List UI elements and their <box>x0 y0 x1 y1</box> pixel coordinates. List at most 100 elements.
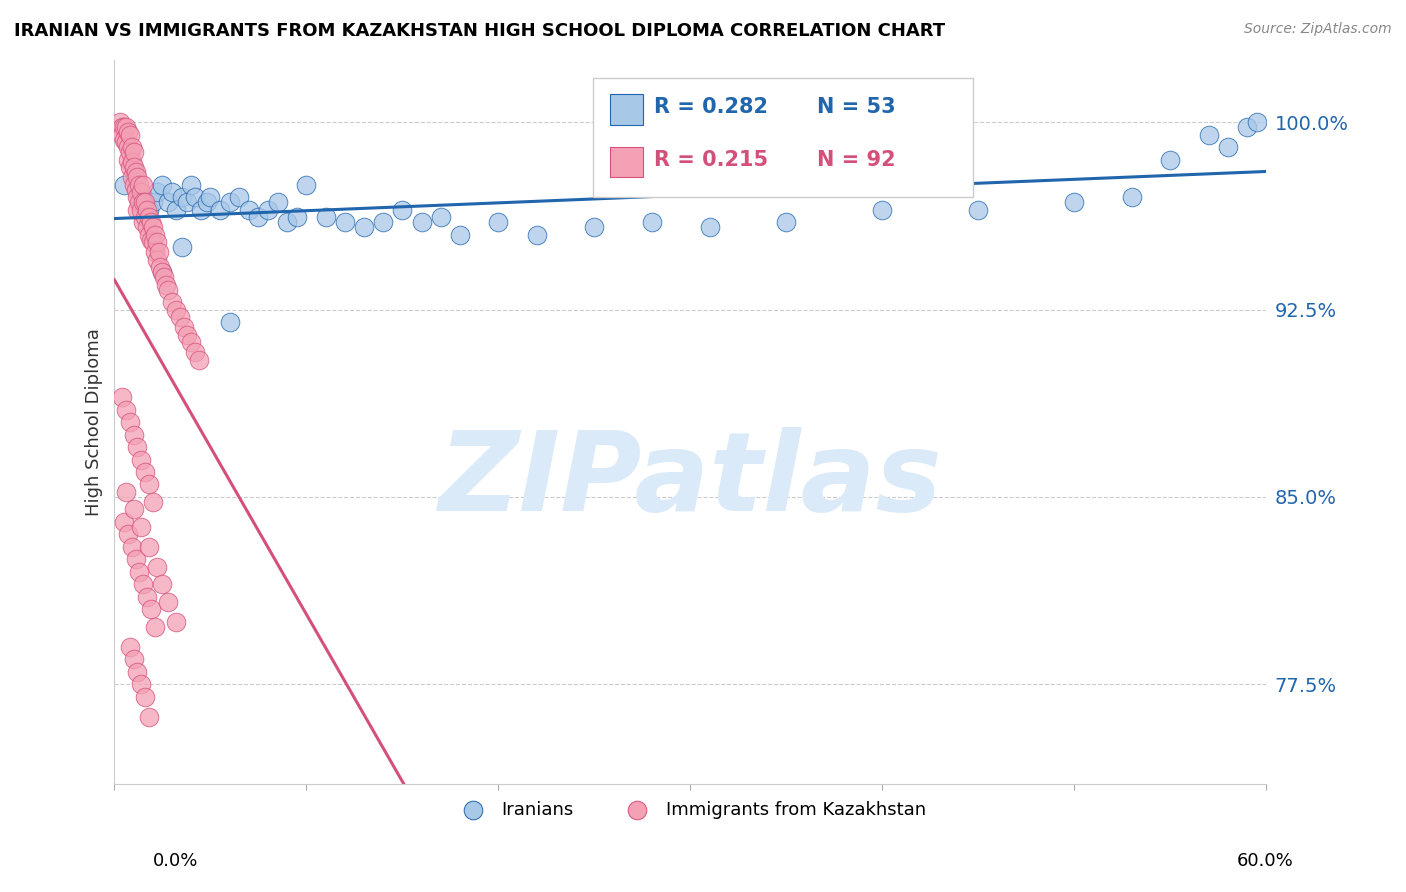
Point <box>127 440 149 454</box>
Point <box>775 215 797 229</box>
Point <box>142 220 165 235</box>
Point <box>170 190 193 204</box>
Point <box>122 165 145 179</box>
Point <box>143 620 166 634</box>
Point <box>391 202 413 217</box>
Point <box>139 602 162 616</box>
Point <box>139 215 162 229</box>
FancyBboxPatch shape <box>592 78 973 197</box>
Point <box>967 202 990 217</box>
Point <box>112 120 135 134</box>
Point <box>157 195 180 210</box>
Point <box>108 115 131 129</box>
FancyBboxPatch shape <box>610 95 643 125</box>
Point <box>143 245 166 260</box>
Text: R = 0.282: R = 0.282 <box>654 96 768 117</box>
Point <box>132 577 155 591</box>
Point <box>238 202 260 217</box>
Point <box>115 402 138 417</box>
Text: 0.0%: 0.0% <box>153 852 198 870</box>
Point <box>134 210 156 224</box>
Point <box>145 235 167 249</box>
Point <box>134 465 156 479</box>
FancyBboxPatch shape <box>610 146 643 177</box>
Point <box>295 178 318 192</box>
Point <box>526 227 548 242</box>
Point <box>247 210 270 224</box>
Point <box>152 265 174 279</box>
Point <box>115 135 138 149</box>
Text: IRANIAN VS IMMIGRANTS FROM KAZAKHSTAN HIGH SCHOOL DIPLOMA CORRELATION CHART: IRANIAN VS IMMIGRANTS FROM KAZAKHSTAN HI… <box>14 22 945 40</box>
Point <box>132 178 155 192</box>
Point <box>117 153 139 167</box>
Point <box>641 215 664 229</box>
Point <box>170 240 193 254</box>
Point <box>112 515 135 529</box>
Point <box>157 595 180 609</box>
Point <box>118 160 141 174</box>
Point <box>145 252 167 267</box>
Point <box>118 415 141 429</box>
Point <box>117 125 139 139</box>
Point <box>228 190 250 204</box>
Point <box>165 302 187 317</box>
Point <box>176 327 198 342</box>
Point <box>148 245 170 260</box>
Point <box>121 170 143 185</box>
Point <box>218 195 240 210</box>
Point <box>699 220 721 235</box>
Y-axis label: High School Diploma: High School Diploma <box>86 328 103 516</box>
Point <box>187 352 209 367</box>
Point <box>112 178 135 192</box>
Point <box>142 495 165 509</box>
Point <box>165 202 187 217</box>
Point <box>132 190 155 204</box>
Point <box>142 195 165 210</box>
Point <box>115 485 138 500</box>
Point <box>122 427 145 442</box>
Point <box>112 132 135 146</box>
Point <box>160 295 183 310</box>
Point <box>180 178 202 192</box>
Point <box>583 220 606 235</box>
Point <box>169 310 191 324</box>
Point <box>122 652 145 666</box>
Point <box>315 210 337 224</box>
Point <box>1246 115 1268 129</box>
Point <box>257 202 280 217</box>
Point <box>121 140 143 154</box>
Point <box>190 202 212 217</box>
Point <box>143 227 166 242</box>
Point <box>1216 140 1239 154</box>
Point <box>111 128 134 142</box>
Point <box>118 128 141 142</box>
Point <box>152 265 174 279</box>
Point <box>152 178 174 192</box>
Text: N = 53: N = 53 <box>817 96 896 117</box>
Point <box>353 220 375 235</box>
Point <box>111 120 134 134</box>
Point <box>266 195 288 210</box>
Point <box>124 552 146 566</box>
Point <box>122 160 145 174</box>
Point <box>488 215 510 229</box>
Point <box>115 120 138 134</box>
Text: 60.0%: 60.0% <box>1237 852 1294 870</box>
Point <box>122 178 145 192</box>
Point <box>122 145 145 159</box>
Point <box>373 215 395 229</box>
Point <box>184 345 207 359</box>
Point <box>333 215 356 229</box>
Point <box>165 615 187 629</box>
Point <box>1121 190 1143 204</box>
Point <box>128 565 150 579</box>
Point <box>138 540 160 554</box>
Point <box>139 233 162 247</box>
Point <box>134 690 156 704</box>
Point <box>1198 128 1220 142</box>
Point <box>136 202 159 217</box>
Point <box>872 202 894 217</box>
Point <box>145 560 167 574</box>
Point <box>138 227 160 242</box>
Point <box>138 477 160 491</box>
